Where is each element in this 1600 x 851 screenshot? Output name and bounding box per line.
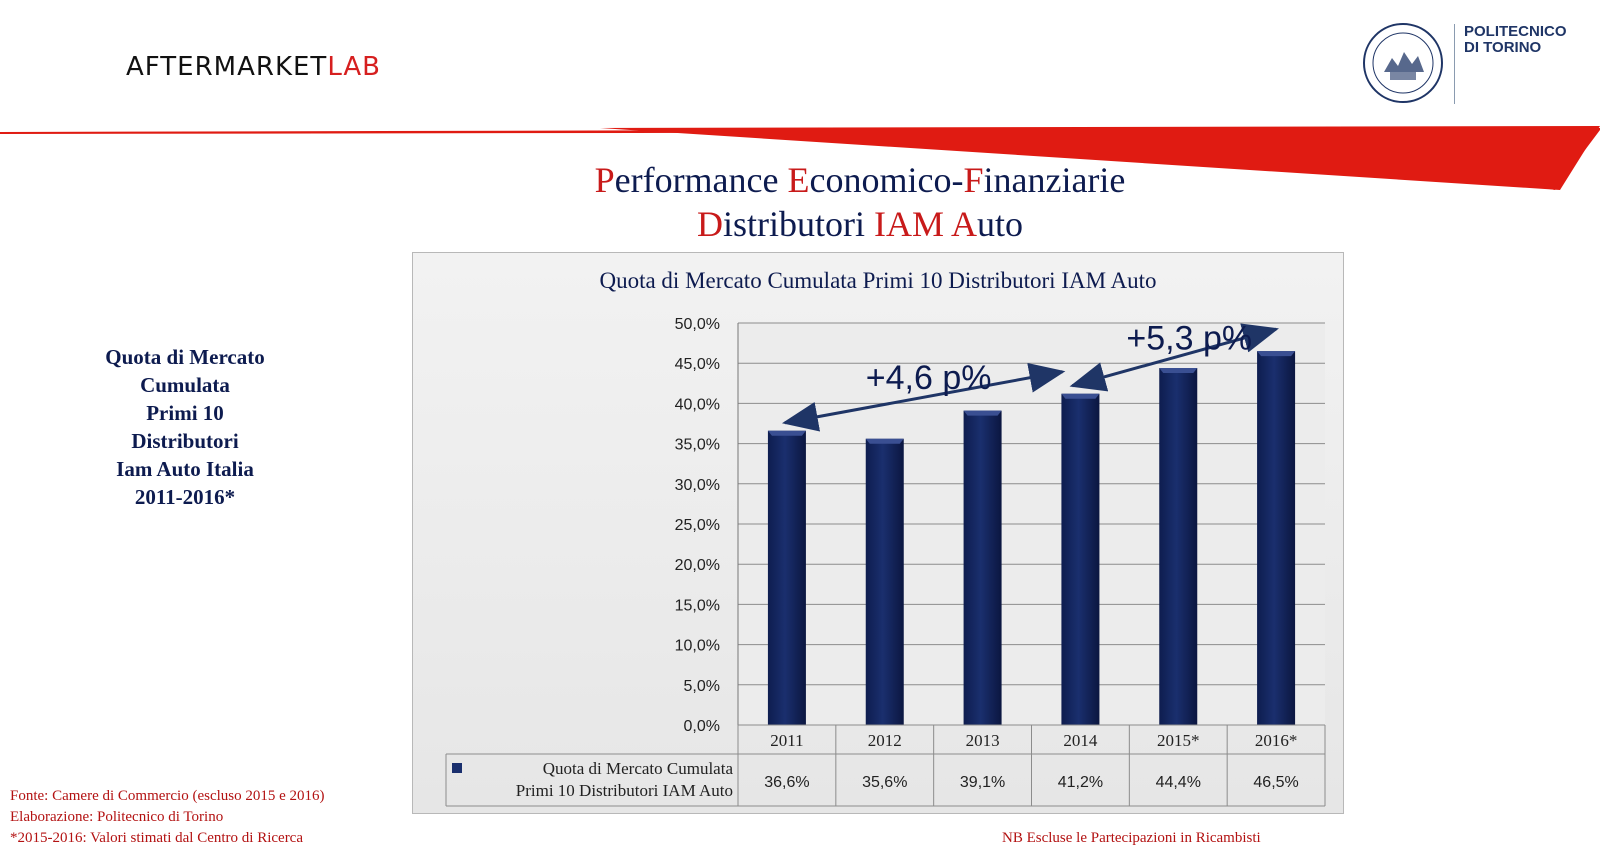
institution-name: POLITECNICO DI TORINO xyxy=(1464,23,1567,56)
y-tick-label: 25,0% xyxy=(675,517,720,534)
y-tick-label: 5,0% xyxy=(684,678,720,695)
title-segment: inanziarie xyxy=(983,160,1126,200)
side-label-line: Quota di Mercato xyxy=(105,345,265,369)
bar xyxy=(1159,368,1198,725)
title-segment: istributori xyxy=(722,204,874,244)
bar-top xyxy=(865,438,904,444)
annotation-arrow xyxy=(781,362,1066,432)
side-label-line: Distributori xyxy=(131,429,239,453)
annotation-label: +4,6 p% xyxy=(866,359,992,397)
footnote-source: Fonte: Camere di Commercio (escluso 2015… xyxy=(10,788,325,804)
bar xyxy=(865,438,904,725)
bar-top xyxy=(767,430,806,436)
x-tick-label: 2012 xyxy=(868,731,902,750)
title-segment: P xyxy=(594,160,615,200)
bar xyxy=(767,430,806,725)
legend-label-line: Primi 10 Distributori IAM Auto xyxy=(516,781,733,800)
x-tick-label: 2013 xyxy=(966,731,1000,750)
bar xyxy=(1257,351,1296,725)
data-label: 36,6% xyxy=(764,774,809,791)
title-segment: erformance xyxy=(614,160,788,200)
y-tick-label: 30,0% xyxy=(675,477,720,494)
title-segment: IAM A xyxy=(873,204,977,244)
side-label-line: 2011-2016* xyxy=(134,485,236,509)
side-label-line: Iam Auto Italia xyxy=(116,457,254,481)
title-segment: F xyxy=(963,160,984,200)
data-label: 41,2% xyxy=(1058,774,1103,791)
y-tick-label: 50,0% xyxy=(675,316,720,333)
side-label: Quota di Mercato Cumulata Primi 10 Distribu… xyxy=(60,343,310,511)
bar xyxy=(963,410,1002,725)
footnotes: Fonte: Camere di Commercio (escluso 2015… xyxy=(10,786,325,849)
y-tick-label: 15,0% xyxy=(675,597,720,614)
footnote-estimate: *2015-2016: Valori stimati dal Centro di… xyxy=(10,830,303,846)
footnote-elaboration: Elaborazione: Politecnico di Torino xyxy=(10,809,224,825)
chart-title: Quota di Mercato Cumulata Primi 10 Distr… xyxy=(599,268,1157,293)
title-segment: D xyxy=(696,204,723,244)
y-tick-label: 45,0% xyxy=(675,356,720,373)
bar-top xyxy=(1159,368,1198,374)
bar-top xyxy=(1257,351,1296,357)
x-tick-label: 2016* xyxy=(1255,731,1298,750)
data-label: 46,5% xyxy=(1253,774,1298,791)
y-tick-label: 20,0% xyxy=(675,557,720,574)
x-tick-label: 2011 xyxy=(770,731,803,750)
y-tick-label: 0,0% xyxy=(684,718,720,735)
data-label: 39,1% xyxy=(960,774,1005,791)
data-label: 35,6% xyxy=(862,774,907,791)
x-tick-label: 2015* xyxy=(1157,731,1200,750)
politecnico-seal-icon xyxy=(1363,23,1443,103)
y-tick-label: 40,0% xyxy=(675,396,720,413)
bar xyxy=(1061,393,1100,725)
title-line-2: Distributori IAM Auto xyxy=(460,202,1260,246)
title-line-1: Performance Economico-Finanziarie xyxy=(460,158,1260,202)
bar-top xyxy=(1061,393,1100,399)
red-banner-stripe xyxy=(0,126,1600,190)
data-label: 44,4% xyxy=(1156,774,1201,791)
annotation-label: +5,3 p% xyxy=(1126,319,1252,357)
legend-swatch xyxy=(452,763,462,773)
bar-top xyxy=(963,410,1002,416)
title-segment: E xyxy=(787,160,810,200)
side-label-line: Primi 10 xyxy=(146,401,224,425)
page-title: Performance Economico-Finanziarie Distri… xyxy=(460,158,1260,246)
annotation-arrow xyxy=(1069,323,1279,392)
side-label-line: Cumulata xyxy=(140,373,230,397)
legend-label-line: Quota di Mercato Cumulata xyxy=(543,759,734,778)
logo-divider xyxy=(1454,24,1455,104)
y-tick-label: 10,0% xyxy=(675,638,720,655)
aftermarketlab-logo: AFTERMARKETLAB xyxy=(126,52,382,82)
x-tick-label: 2014 xyxy=(1063,731,1098,750)
title-segment: conomico- xyxy=(809,160,964,200)
title-segment: uto xyxy=(977,204,1024,244)
y-tick-label: 35,0% xyxy=(675,437,720,454)
note-right: NB Escluse le Partecipazioni in Ricambis… xyxy=(1002,830,1261,846)
